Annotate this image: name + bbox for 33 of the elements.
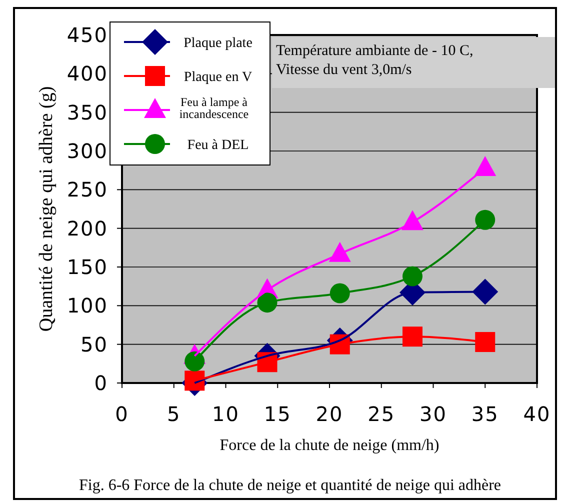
x-tick-label: 30 xyxy=(420,402,447,426)
x-tick-label: 10 xyxy=(212,402,240,426)
y-tick-label: 0 xyxy=(94,371,108,395)
point xyxy=(472,278,498,305)
x-tick-label: 35 xyxy=(471,402,499,426)
y-tick-label: 300 xyxy=(66,139,108,163)
y-tick-label: 450 xyxy=(66,23,108,47)
x-tick-label: 15 xyxy=(264,402,292,426)
y-tick-label: 200 xyxy=(66,216,108,240)
caption: Fig. 6-6 Force de la chute de neige et quantité de neige qui adhère xyxy=(78,477,502,494)
point xyxy=(475,210,496,230)
y-tick-label: 50 xyxy=(80,332,108,356)
y-axis-title: Quantité de neige qui adhère (g) xyxy=(36,86,57,332)
point xyxy=(475,332,496,352)
y-tick-label: 400 xyxy=(66,62,108,86)
y-tick-label: 350 xyxy=(66,100,108,124)
point xyxy=(184,351,205,372)
point xyxy=(402,326,422,347)
y-tick-label: 250 xyxy=(66,178,108,202)
point xyxy=(184,370,205,391)
legend-label: Feu à DEL xyxy=(187,138,249,153)
x-tick-label: 20 xyxy=(316,402,344,426)
legend-label: Plaque plate xyxy=(184,36,252,51)
x-tick-label: 40 xyxy=(523,402,551,426)
y-tick-label: 100 xyxy=(66,294,108,318)
x-tick-label: 25 xyxy=(368,402,396,426)
x-tick-label: 0 xyxy=(115,402,129,426)
x-axis-title: Force de la chute de neige (mm/h) xyxy=(220,437,440,454)
legend-label: Plaque en V xyxy=(184,70,252,85)
annotation: Température ambiante de - 10 C, Vitesse du vent 3,0m/s xyxy=(276,43,474,78)
x-tick-label: 5 xyxy=(167,402,181,426)
legend-label: Feu à lampe à incandescence xyxy=(179,95,249,121)
y-tick-label: 150 xyxy=(66,255,108,279)
